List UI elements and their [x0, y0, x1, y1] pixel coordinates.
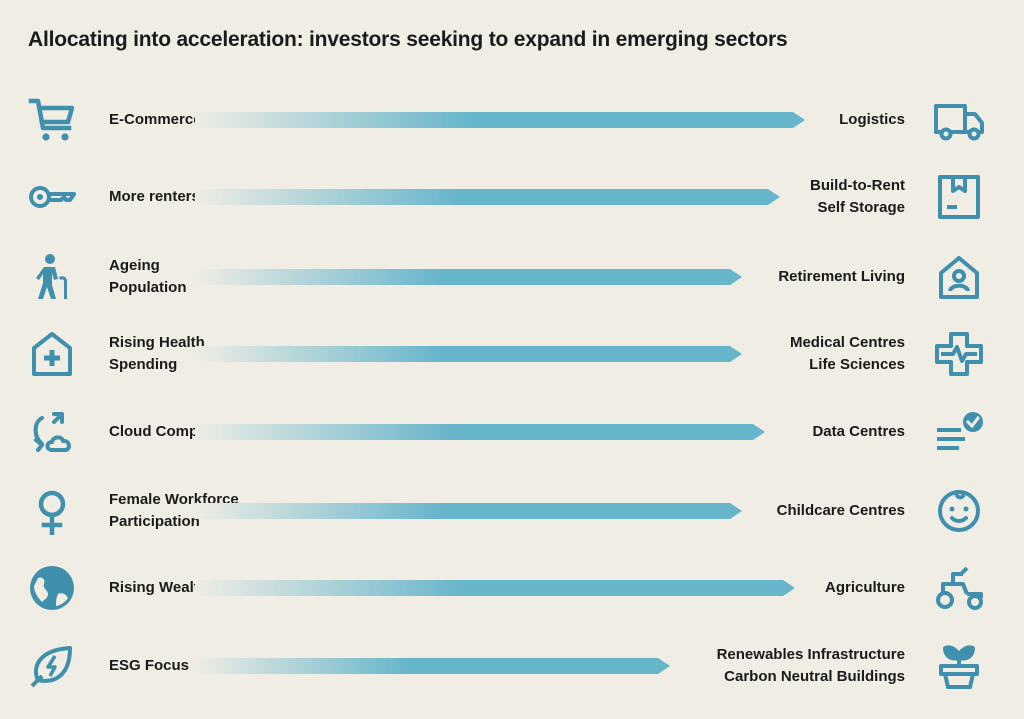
source-label-line: Ageing [109, 257, 160, 274]
source-label-line: ESG Focus [109, 657, 190, 674]
flow-row: E-Commerce Logistics [0, 85, 1024, 155]
flow-arrow [195, 189, 780, 205]
destination-label: Logistics [839, 85, 905, 155]
source-label: More renters [109, 162, 200, 232]
cloud-sync-icon [28, 408, 76, 456]
flow-arrow [195, 580, 795, 596]
source-label: E-Commerce [109, 85, 202, 155]
baby-face-icon [933, 487, 985, 535]
tractor-icon [933, 564, 985, 612]
destination-label-line: Childcare Centres [776, 502, 905, 519]
flow-row: Cloud Computing Data Centres [0, 397, 1024, 467]
destination-label-line: Carbon Neutral Buildings [724, 668, 905, 685]
flow-row: ESG Focus Renewables Infrastructure Carb… [0, 631, 1024, 701]
flow-row: Rising Wealth of Asia Agriculture [0, 553, 1024, 623]
source-label-line: Spending [109, 356, 178, 373]
source-label-line: More renters [109, 188, 200, 205]
page-title: Allocating into acceleration: investors … [28, 28, 788, 51]
flow-row: Female Workforce Participation Childcare… [0, 476, 1024, 546]
destination-label: Agriculture [825, 553, 905, 623]
hospital-icon [28, 330, 76, 378]
storage-box-icon [933, 173, 985, 221]
flow-arrow [195, 112, 805, 128]
elderly-person-icon [28, 253, 76, 301]
leaf-energy-icon [28, 642, 76, 690]
house-person-icon [933, 253, 985, 301]
source-label-line: Population [109, 279, 187, 296]
destination-label-line: Logistics [839, 111, 905, 128]
destination-label: Build-to-Rent Self Storage [810, 162, 905, 232]
destination-label-line: Renewables Infrastructure [716, 646, 905, 663]
key-icon [28, 173, 76, 221]
source-label: Rising Health Spending [109, 319, 205, 389]
potted-plant-icon [933, 642, 985, 690]
shopping-cart-icon [28, 96, 76, 144]
destination-label-line: Self Storage [817, 199, 905, 216]
female-symbol-icon [28, 487, 76, 535]
destination-label: Retirement Living [778, 242, 905, 312]
source-label: ESG Focus [109, 631, 189, 701]
flow-row: More renters Build-to-Rent Self Storage [0, 162, 1024, 232]
flow-arrow [195, 269, 742, 285]
destination-label-line: Agriculture [824, 579, 905, 596]
destination-label-line: Medical Centres [789, 334, 905, 351]
flow-arrow [195, 424, 765, 440]
medical-cross-pulse-icon [933, 330, 985, 378]
flow-arrow [195, 503, 742, 519]
data-check-icon [933, 408, 985, 456]
delivery-truck-icon [933, 96, 985, 144]
flow-row: Ageing Population Retirement Living [0, 242, 1024, 312]
destination-label: Renewables Infrastructure Carbon Neutral… [717, 631, 905, 701]
source-label: Ageing Population [109, 242, 187, 312]
flow-row: Rising Health Spending Medical Centres L… [0, 319, 1024, 389]
destination-label: Medical Centres Life Sciences [790, 319, 905, 389]
destination-label: Data Centres [812, 397, 905, 467]
destination-label-line: Retirement Living [778, 268, 905, 285]
source-label-line: Participation [109, 513, 200, 530]
destination-label-line: Life Sciences [809, 356, 905, 373]
source-label-line: E-Commerce [109, 111, 202, 128]
destination-label-line: Build-to-Rent [810, 177, 905, 194]
destination-label: Childcare Centres [777, 476, 905, 546]
flow-arrow [195, 658, 670, 674]
source-label-line: Rising Health [109, 334, 205, 351]
flow-arrow [195, 346, 742, 362]
destination-label-line: Data Centres [812, 423, 905, 440]
globe-icon [28, 564, 76, 612]
